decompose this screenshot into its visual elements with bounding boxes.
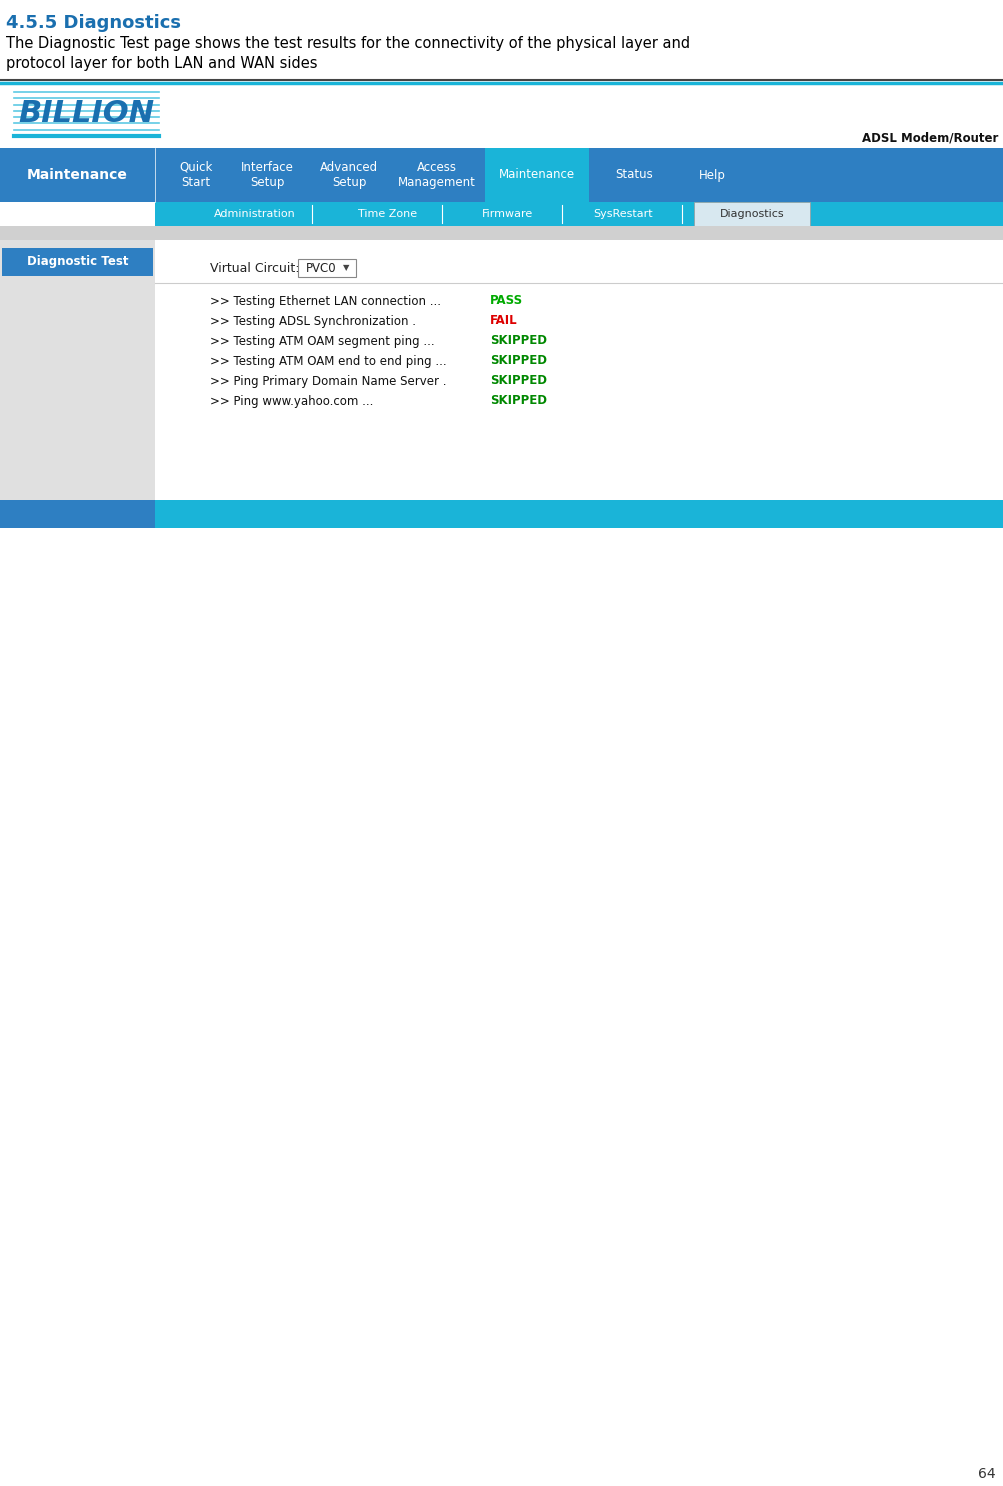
Text: >> Testing ATM OAM end to end ping ...: >> Testing ATM OAM end to end ping ... — [210, 355, 446, 367]
Text: 64: 64 — [977, 1467, 995, 1482]
Text: Help: Help — [698, 168, 725, 181]
Text: PVC0: PVC0 — [306, 262, 336, 275]
Text: SKIPPED: SKIPPED — [489, 355, 547, 367]
Text: >> Ping Primary Domain Name Server .: >> Ping Primary Domain Name Server . — [210, 374, 446, 388]
Bar — [154, 241, 1003, 499]
Text: protocol layer for both LAN and WAN sides: protocol layer for both LAN and WAN side… — [6, 56, 317, 71]
Text: Interface
Setup: Interface Setup — [241, 160, 293, 189]
Text: >> Testing Ethernet LAN connection ...: >> Testing Ethernet LAN connection ... — [210, 294, 440, 308]
Bar — [154, 499, 1003, 528]
Text: BILLION: BILLION — [18, 100, 154, 128]
Text: >> Testing ADSL Synchronization .: >> Testing ADSL Synchronization . — [210, 315, 415, 327]
Text: SysRestart: SysRestart — [593, 210, 652, 218]
Text: Diagnostics: Diagnostics — [719, 210, 783, 218]
Text: Administration: Administration — [214, 210, 296, 218]
Text: Status: Status — [615, 168, 652, 181]
Text: SKIPPED: SKIPPED — [489, 334, 547, 348]
Bar — [0, 241, 154, 499]
Text: Maintenance: Maintenance — [498, 168, 575, 181]
Text: Access
Management: Access Management — [397, 160, 475, 189]
Text: ADSL Modem/Router: ADSL Modem/Router — [861, 131, 997, 144]
Text: SKIPPED: SKIPPED — [489, 374, 547, 388]
Bar — [0, 226, 1003, 241]
Text: 4.5.5 Diagnostics: 4.5.5 Diagnostics — [6, 13, 181, 33]
Text: Advanced
Setup: Advanced Setup — [320, 160, 378, 189]
Text: >> Testing ATM OAM segment ping ...: >> Testing ATM OAM segment ping ... — [210, 334, 434, 348]
Text: SKIPPED: SKIPPED — [489, 394, 547, 407]
Bar — [693, 202, 809, 226]
Text: ▼: ▼ — [342, 263, 349, 272]
Text: Diagnostic Test: Diagnostic Test — [27, 256, 128, 269]
Text: >> Ping www.yahoo.com ...: >> Ping www.yahoo.com ... — [210, 394, 373, 407]
Bar — [298, 259, 356, 276]
Bar — [154, 202, 1003, 226]
Text: Quick
Start: Quick Start — [180, 160, 213, 189]
Text: Virtual Circuit:: Virtual Circuit: — [210, 262, 299, 275]
Bar — [0, 499, 154, 528]
Text: The Diagnostic Test page shows the test results for the connectivity of the phys: The Diagnostic Test page shows the test … — [6, 36, 689, 51]
Bar — [2, 248, 152, 276]
Text: Time Zone: Time Zone — [358, 210, 417, 218]
Text: Maintenance: Maintenance — [27, 168, 127, 181]
Text: Firmware: Firmware — [481, 210, 533, 218]
Bar — [0, 149, 1003, 202]
Text: FAIL: FAIL — [489, 315, 518, 327]
Text: PASS: PASS — [489, 294, 523, 308]
Bar — [484, 149, 589, 202]
